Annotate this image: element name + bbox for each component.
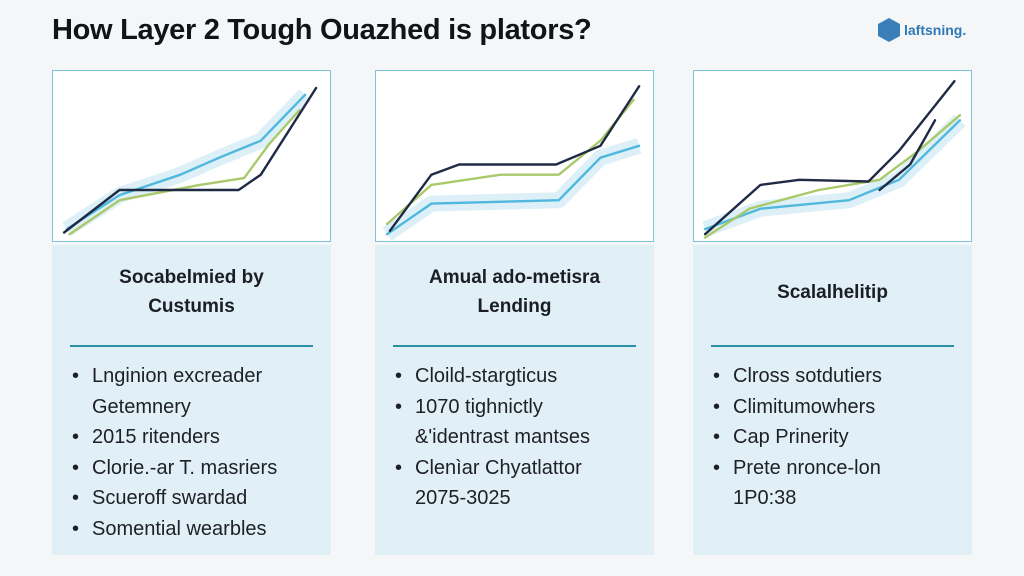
bullet-list: Lnginion excreader Getemnery 2015 ritender… bbox=[70, 361, 277, 544]
card-title: Scalalhelitip bbox=[693, 278, 972, 307]
bullet-list: Clross sotdutiersClimitumowhersCap Prine… bbox=[711, 361, 882, 514]
card-title-line: Custumis bbox=[148, 296, 235, 317]
bullet-list: Cloild-stargticus1070 tighnictly &'identr… bbox=[393, 361, 590, 514]
list-item: Climitumowhers bbox=[711, 392, 882, 423]
series-line-1 bbox=[703, 119, 962, 231]
series-line-3 bbox=[62, 86, 318, 234]
list-item: 2075-3025 bbox=[415, 487, 511, 509]
card-title-line: Scalalhelitip bbox=[777, 282, 888, 303]
card-title: Socabelmied by Custumis bbox=[52, 263, 331, 321]
page-title: How Layer 2 Tough Ouazhed is plators? bbox=[52, 14, 592, 46]
series-line-3 bbox=[703, 79, 956, 236]
info-card: Socabelmied by Custumis Lnginion excreader… bbox=[52, 245, 331, 555]
list-item: Somential wearbles bbox=[70, 514, 277, 545]
list-item: Lnginion excreader bbox=[70, 361, 277, 392]
card-title: Amual ado-metisra Lending bbox=[375, 263, 654, 321]
card-title-line: Lending bbox=[477, 296, 552, 317]
series-line-4 bbox=[878, 119, 937, 192]
series-line-2 bbox=[385, 98, 635, 226]
line-chart bbox=[52, 70, 331, 242]
panel-2: Amual ado-metisra Lending Cloild-stargticu… bbox=[375, 70, 654, 555]
logo-text: laftsning. bbox=[904, 22, 967, 38]
info-card: Scalalhelitip Clross sotdutiersClimitumow… bbox=[693, 245, 972, 555]
list-item: Cap Prinerity bbox=[711, 422, 882, 453]
line-chart bbox=[693, 70, 972, 242]
card-title-line: Socabelmied by bbox=[119, 267, 264, 288]
logo-icon bbox=[878, 18, 900, 42]
panel-3: Scalalhelitip Clross sotdutiersClimitumow… bbox=[693, 70, 972, 555]
list-item: Cloild-stargticus bbox=[393, 361, 590, 392]
list-item: 1070 tighnictly bbox=[393, 392, 590, 423]
divider bbox=[393, 345, 636, 347]
list-item: 1P0:38 bbox=[733, 487, 797, 509]
list-item: Scueroff swardad bbox=[70, 483, 277, 514]
panel-1: Socabelmied by Custumis Lnginion excreader… bbox=[52, 70, 331, 555]
series-line-2 bbox=[703, 114, 962, 239]
series-line-1 bbox=[385, 144, 641, 236]
series-line-3 bbox=[388, 85, 641, 233]
list-item: 2015 ritenders bbox=[70, 422, 277, 453]
info-card: Amual ado-metisra Lending Cloild-stargticu… bbox=[375, 245, 654, 555]
series-line-2 bbox=[68, 108, 301, 236]
logo: laftsning. bbox=[878, 18, 966, 42]
list-item: Clenìar Chyatlattor bbox=[393, 453, 590, 484]
divider bbox=[711, 345, 954, 347]
chart-svg bbox=[382, 85, 642, 241]
list-item: Clorie.-ar T. masriers bbox=[70, 453, 277, 484]
list-item: Getemnery bbox=[92, 395, 191, 418]
list-item: Prete nronce-lon bbox=[711, 453, 882, 484]
divider bbox=[70, 345, 313, 347]
series-line-1 bbox=[65, 93, 307, 231]
chart-svg bbox=[62, 86, 318, 236]
list-item: Clross sotdutiers bbox=[711, 361, 882, 392]
card-title-line: Amual ado-metisra bbox=[428, 267, 601, 288]
chart-svg bbox=[702, 79, 966, 239]
list-item: &'identrast mantses bbox=[415, 426, 591, 448]
line-chart bbox=[375, 70, 654, 242]
